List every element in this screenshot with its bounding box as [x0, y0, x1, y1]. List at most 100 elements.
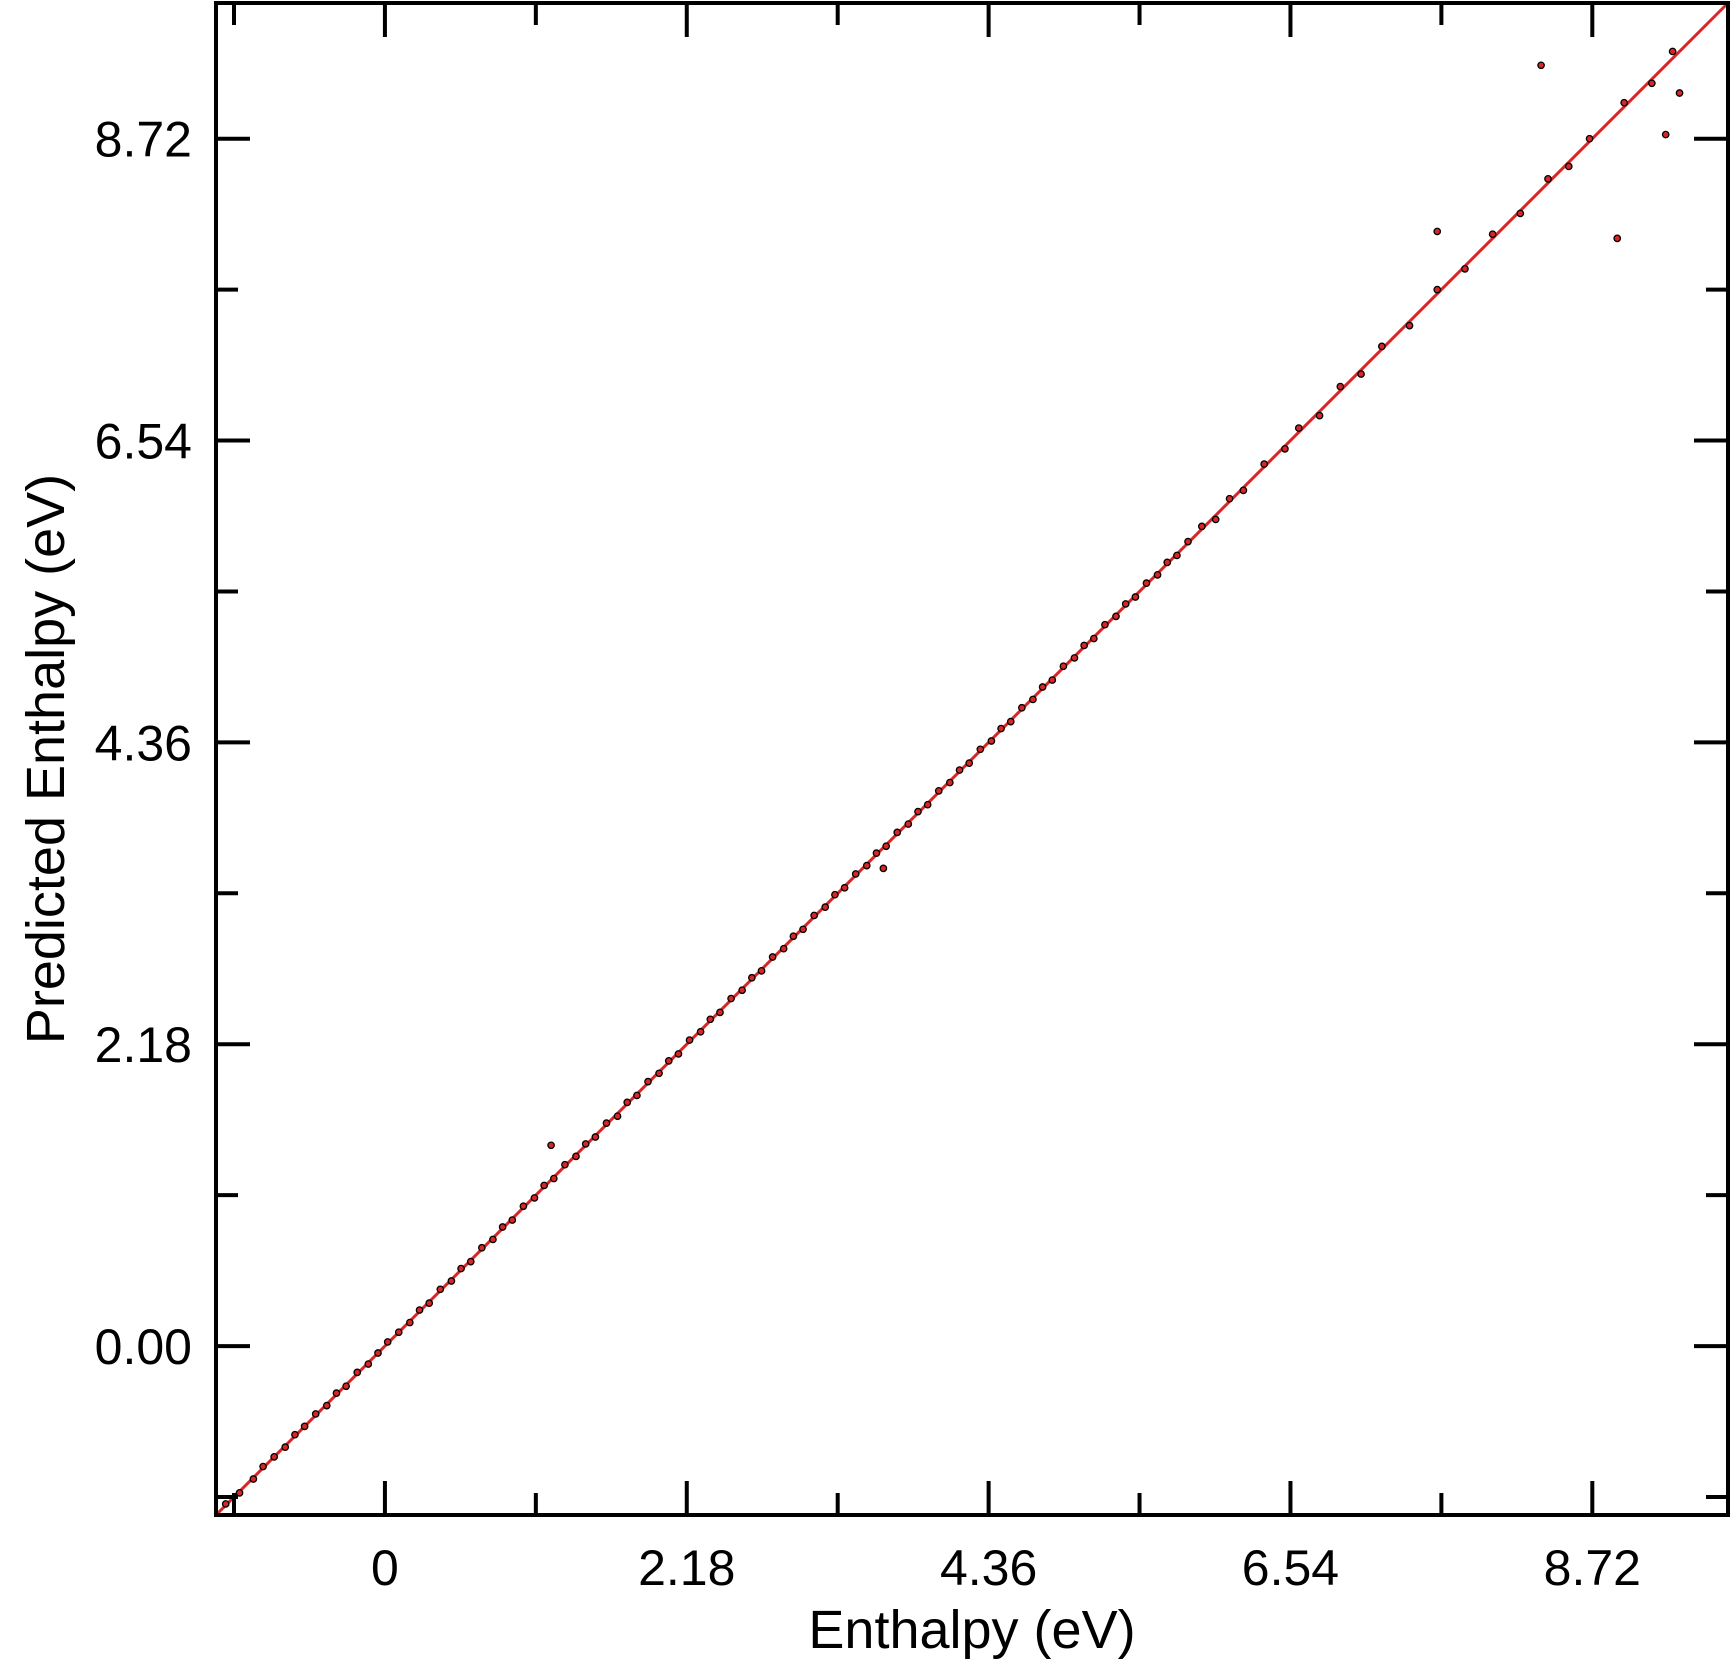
data-point: [457, 1264, 465, 1273]
data-point: [1211, 515, 1220, 524]
data-point: [1101, 620, 1109, 629]
data-point: [799, 925, 807, 934]
data-point: [1089, 634, 1098, 643]
data-point: [914, 807, 922, 816]
data-point: [633, 1091, 641, 1100]
data-point: [1516, 209, 1525, 218]
data-point: [1131, 593, 1140, 601]
data-point: [1225, 494, 1234, 503]
data-point: [415, 1306, 424, 1314]
data-point: [1080, 641, 1089, 650]
data-point: [221, 1500, 230, 1508]
data-point: [1142, 579, 1151, 588]
x-tick-label: 4.36: [940, 1540, 1037, 1596]
data-point: [810, 911, 819, 920]
data-point: [1433, 227, 1442, 236]
data-point: [383, 1338, 392, 1346]
data-point: [1017, 703, 1026, 712]
data-point: [882, 842, 891, 851]
data-point: [489, 1235, 497, 1244]
data-point: [893, 828, 902, 837]
x-tick-label: 6.54: [1242, 1540, 1339, 1596]
data-point: [831, 890, 839, 899]
data-point: [904, 820, 913, 828]
data-point: [623, 1098, 632, 1107]
data-point: [572, 1152, 580, 1161]
data-point: [235, 1488, 244, 1497]
data-point: [1613, 234, 1622, 243]
x-tick-label: 0: [371, 1540, 399, 1596]
data-point: [425, 1299, 434, 1308]
data-point: [394, 1328, 403, 1337]
data-point: [1070, 654, 1079, 662]
data-point: [1357, 370, 1365, 378]
data-point: [1038, 683, 1047, 691]
data-point: [997, 724, 1005, 733]
data-point: [581, 1140, 590, 1148]
y-tick-label: 0.00: [95, 1319, 192, 1375]
data-point: [1184, 537, 1192, 546]
data-point: [561, 1160, 569, 1169]
data-point: [1294, 424, 1303, 432]
data-point: [934, 786, 943, 795]
data-point: [259, 1462, 267, 1471]
data-point: [655, 1069, 663, 1078]
data-point: [862, 861, 871, 870]
data-point: [1620, 98, 1629, 107]
data-point: [1153, 570, 1162, 579]
data-point: [291, 1430, 299, 1439]
data-point: [498, 1223, 507, 1231]
data-point: [851, 870, 860, 878]
data-point: [322, 1401, 331, 1410]
data-point: [738, 986, 747, 995]
data-point: [436, 1285, 445, 1294]
data-point: [1059, 662, 1068, 671]
x-axis-label: Enthalpy (eV): [808, 1600, 1135, 1660]
data-point: [1112, 612, 1120, 621]
y-axis-label: Predicted Enthalpy (eV): [16, 474, 76, 1044]
data-point: [342, 1382, 351, 1391]
data-point: [332, 1389, 341, 1398]
data-point: [447, 1277, 456, 1285]
data-point: [674, 1050, 683, 1058]
data-point: [281, 1443, 290, 1452]
data-point: [249, 1475, 258, 1483]
data-point: [1405, 321, 1414, 330]
data-point: [1336, 382, 1345, 391]
data-point: [1029, 695, 1037, 704]
data-point: [727, 994, 735, 1003]
data-point: [1647, 79, 1656, 88]
data-point: [747, 973, 756, 982]
x-tick-label: 2.18: [638, 1540, 735, 1596]
data-point: [840, 883, 849, 892]
data-point: [519, 1202, 528, 1211]
data-point: [1006, 717, 1015, 726]
data-point: [1433, 285, 1442, 294]
data-point: [789, 932, 798, 941]
data-point: [270, 1452, 279, 1461]
data-point: [311, 1410, 320, 1418]
data-point: [872, 849, 881, 858]
data-point: [1260, 460, 1269, 468]
data-point: [540, 1181, 549, 1190]
data-point: [1048, 676, 1057, 684]
y-tick-label: 8.72: [95, 112, 192, 168]
data-point: [1544, 174, 1552, 183]
plot-frame: [214, 1, 1730, 1517]
data-point: [374, 1349, 382, 1357]
data-point: [664, 1056, 673, 1065]
data-point: [1461, 264, 1469, 273]
data-point: [987, 737, 996, 745]
data-point: [1585, 134, 1594, 143]
data-point: [530, 1194, 539, 1202]
data-point: [768, 953, 777, 961]
data-point: [1675, 89, 1684, 97]
data-point: [1537, 61, 1545, 70]
x-tick-label: 8.72: [1544, 1540, 1641, 1596]
data-point: [300, 1422, 309, 1431]
data-point: [353, 1368, 362, 1377]
data-point: [591, 1133, 600, 1141]
data-point: [1281, 444, 1289, 453]
y-tick-label: 2.18: [95, 1017, 192, 1073]
data-point: [613, 1112, 622, 1121]
